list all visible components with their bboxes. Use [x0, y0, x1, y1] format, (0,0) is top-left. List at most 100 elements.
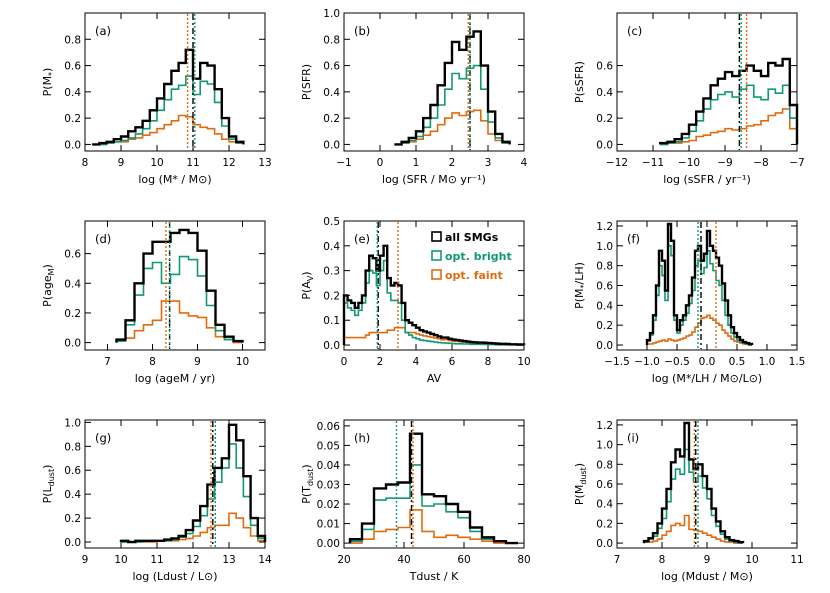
x-tick-label: 0 — [377, 157, 384, 169]
x-tick-label: 13 — [222, 554, 235, 566]
x-tick-label: 0.5 — [729, 356, 746, 368]
panel-i: 7 8 9 10 11 0.0 0.2 0.4 0.6 0.8 1.0 1.2 (i) log (Mdus… — [573, 419, 804, 583]
y-tick-label: 0.4 — [596, 87, 613, 99]
x-tick-label: 8 — [149, 356, 156, 368]
y-tick-label: 0.6 — [596, 61, 613, 73]
y-tick-label: 0.4 — [64, 87, 81, 99]
x-tick-label: 9 — [82, 554, 89, 566]
y-axis-label: P(M*/LH) — [573, 262, 588, 309]
x-tick-label: −1 — [336, 157, 351, 169]
x-axis-label: AV — [427, 372, 442, 385]
x-axis-label: log (sSFR / yr⁻¹) — [663, 173, 750, 186]
x-tick-label: 2 — [449, 157, 456, 169]
y-tick-label: 0.4 — [323, 87, 340, 99]
histogram-all — [92, 48, 245, 146]
panel-f: −1.5 −1.0 −0.5 0.0 0.5 1.0 1.5 0.0 0.2 0.4 0.6 0.8 1… — [573, 220, 806, 385]
y-tick-label: 0.02 — [317, 499, 340, 511]
histogram-all — [394, 30, 511, 146]
x-tick-label: 10 — [745, 554, 758, 566]
histogram-all — [659, 57, 799, 145]
x-tick-label: −8 — [753, 157, 768, 169]
histogram-all — [348, 432, 518, 545]
histogram-faint — [115, 300, 243, 344]
x-tick-label: −12 — [606, 157, 628, 169]
y-tick-label: 0.2 — [596, 320, 613, 332]
x-tick-label: −7 — [789, 157, 804, 169]
x-axis-label: log (ageM / yr) — [135, 372, 216, 385]
y-axis-label: P(sSFR) — [573, 61, 586, 103]
histogram-faint — [350, 509, 518, 544]
y-tick-label: 0.00 — [317, 538, 340, 550]
y-tick-label: 1.0 — [323, 8, 340, 20]
x-axis-label: log (M*/LH / M⊙/L⊙) — [652, 372, 762, 385]
y-tick-label: 0.8 — [596, 261, 613, 273]
x-axis-label: log (Mdust / M⊙) — [661, 570, 753, 583]
histogram-all — [342, 244, 526, 346]
legend-swatch — [431, 250, 442, 261]
legend-entry: opt. faint — [445, 269, 503, 282]
x-tick-label: 8 — [485, 356, 492, 368]
histogram-faint — [643, 514, 743, 544]
histogram-faint — [394, 109, 511, 146]
legend-entry: opt. bright — [445, 250, 512, 263]
y-axis-label: P(Mdust) — [573, 463, 588, 505]
plot-frame — [84, 12, 266, 152]
panel-a: 8 9 10 11 12 13 0.0 0.2 0.4 0.6 0.8 (a) log (M* / M⊙… — [41, 12, 272, 186]
x-tick-label: 0 — [341, 356, 348, 368]
x-tick-label: 60 — [457, 554, 470, 566]
x-tick-label: 9 — [704, 554, 711, 566]
histogram-faint — [92, 114, 245, 146]
y-tick-label: 0.4 — [596, 300, 613, 312]
plot-frame — [343, 220, 525, 351]
panel-g: 9 10 11 12 13 14 0.0 0.2 0.4 0.6 0.8 1.0 (g) log (Ldu… — [41, 417, 272, 583]
x-tick-label: 10 — [114, 554, 127, 566]
x-tick-label: 9 — [118, 157, 125, 169]
x-tick-label: 11 — [186, 157, 199, 169]
x-tick-label: 1.0 — [759, 356, 776, 368]
x-tick-label: 9 — [194, 356, 201, 368]
y-tick-label: 0.6 — [596, 479, 613, 491]
y-tick-label: 1.2 — [596, 221, 613, 233]
y-tick-label: 0.4 — [596, 499, 613, 511]
y-tick-label: 0.05 — [317, 440, 340, 452]
panel-tag: (b) — [354, 24, 370, 38]
y-tick-label: 0.06 — [317, 421, 341, 433]
y-tick-label: 1.0 — [64, 417, 81, 429]
x-tick-label: 7 — [614, 554, 621, 566]
histogram-all — [115, 228, 244, 343]
panel-tag: (f) — [627, 232, 640, 246]
y-tick-label: 0.2 — [596, 113, 613, 125]
histogram-all — [119, 423, 267, 544]
y-tick-label: 1.0 — [596, 241, 613, 253]
y-tick-label: 0.2 — [64, 513, 81, 525]
histogram-bright — [660, 84, 798, 146]
x-tick-label: 2 — [377, 356, 384, 368]
x-tick-label: 13 — [258, 157, 271, 169]
y-axis-label: P(SFR) — [300, 64, 313, 100]
y-tick-label: 0.0 — [64, 338, 81, 350]
y-tick-label: 0.0 — [596, 538, 613, 550]
x-tick-label: 10 — [150, 157, 163, 169]
y-tick-label: 0.4 — [64, 489, 81, 501]
y-tick-label: 0.1 — [323, 315, 340, 327]
x-axis-label: log (M* / M⊙) — [138, 173, 211, 186]
y-axis-label: P(M*) — [41, 68, 56, 97]
x-tick-label: 10 — [236, 356, 249, 368]
x-tick-label: 1 — [413, 157, 420, 169]
x-tick-label: 6 — [449, 356, 456, 368]
x-tick-label: −0.5 — [664, 356, 690, 368]
histogram-bright — [394, 64, 511, 146]
y-tick-label: 0.0 — [323, 139, 340, 151]
y-tick-label: 0.0 — [596, 139, 613, 151]
y-tick-label: 0.0 — [596, 340, 613, 352]
plot-frame — [84, 220, 266, 351]
y-tick-label: 0.2 — [323, 113, 340, 125]
x-axis-label: log (SFR / M⊙ yr⁻¹) — [382, 173, 486, 186]
y-axis-label: P(Tdust) — [300, 464, 315, 503]
plot-frame — [84, 419, 266, 549]
x-tick-label: 14 — [258, 554, 272, 566]
x-tick-label: −1.5 — [604, 356, 630, 368]
y-tick-label: 0.4 — [323, 241, 340, 253]
x-tick-label: 1.5 — [789, 356, 806, 368]
panel-tag: (g) — [95, 431, 111, 445]
